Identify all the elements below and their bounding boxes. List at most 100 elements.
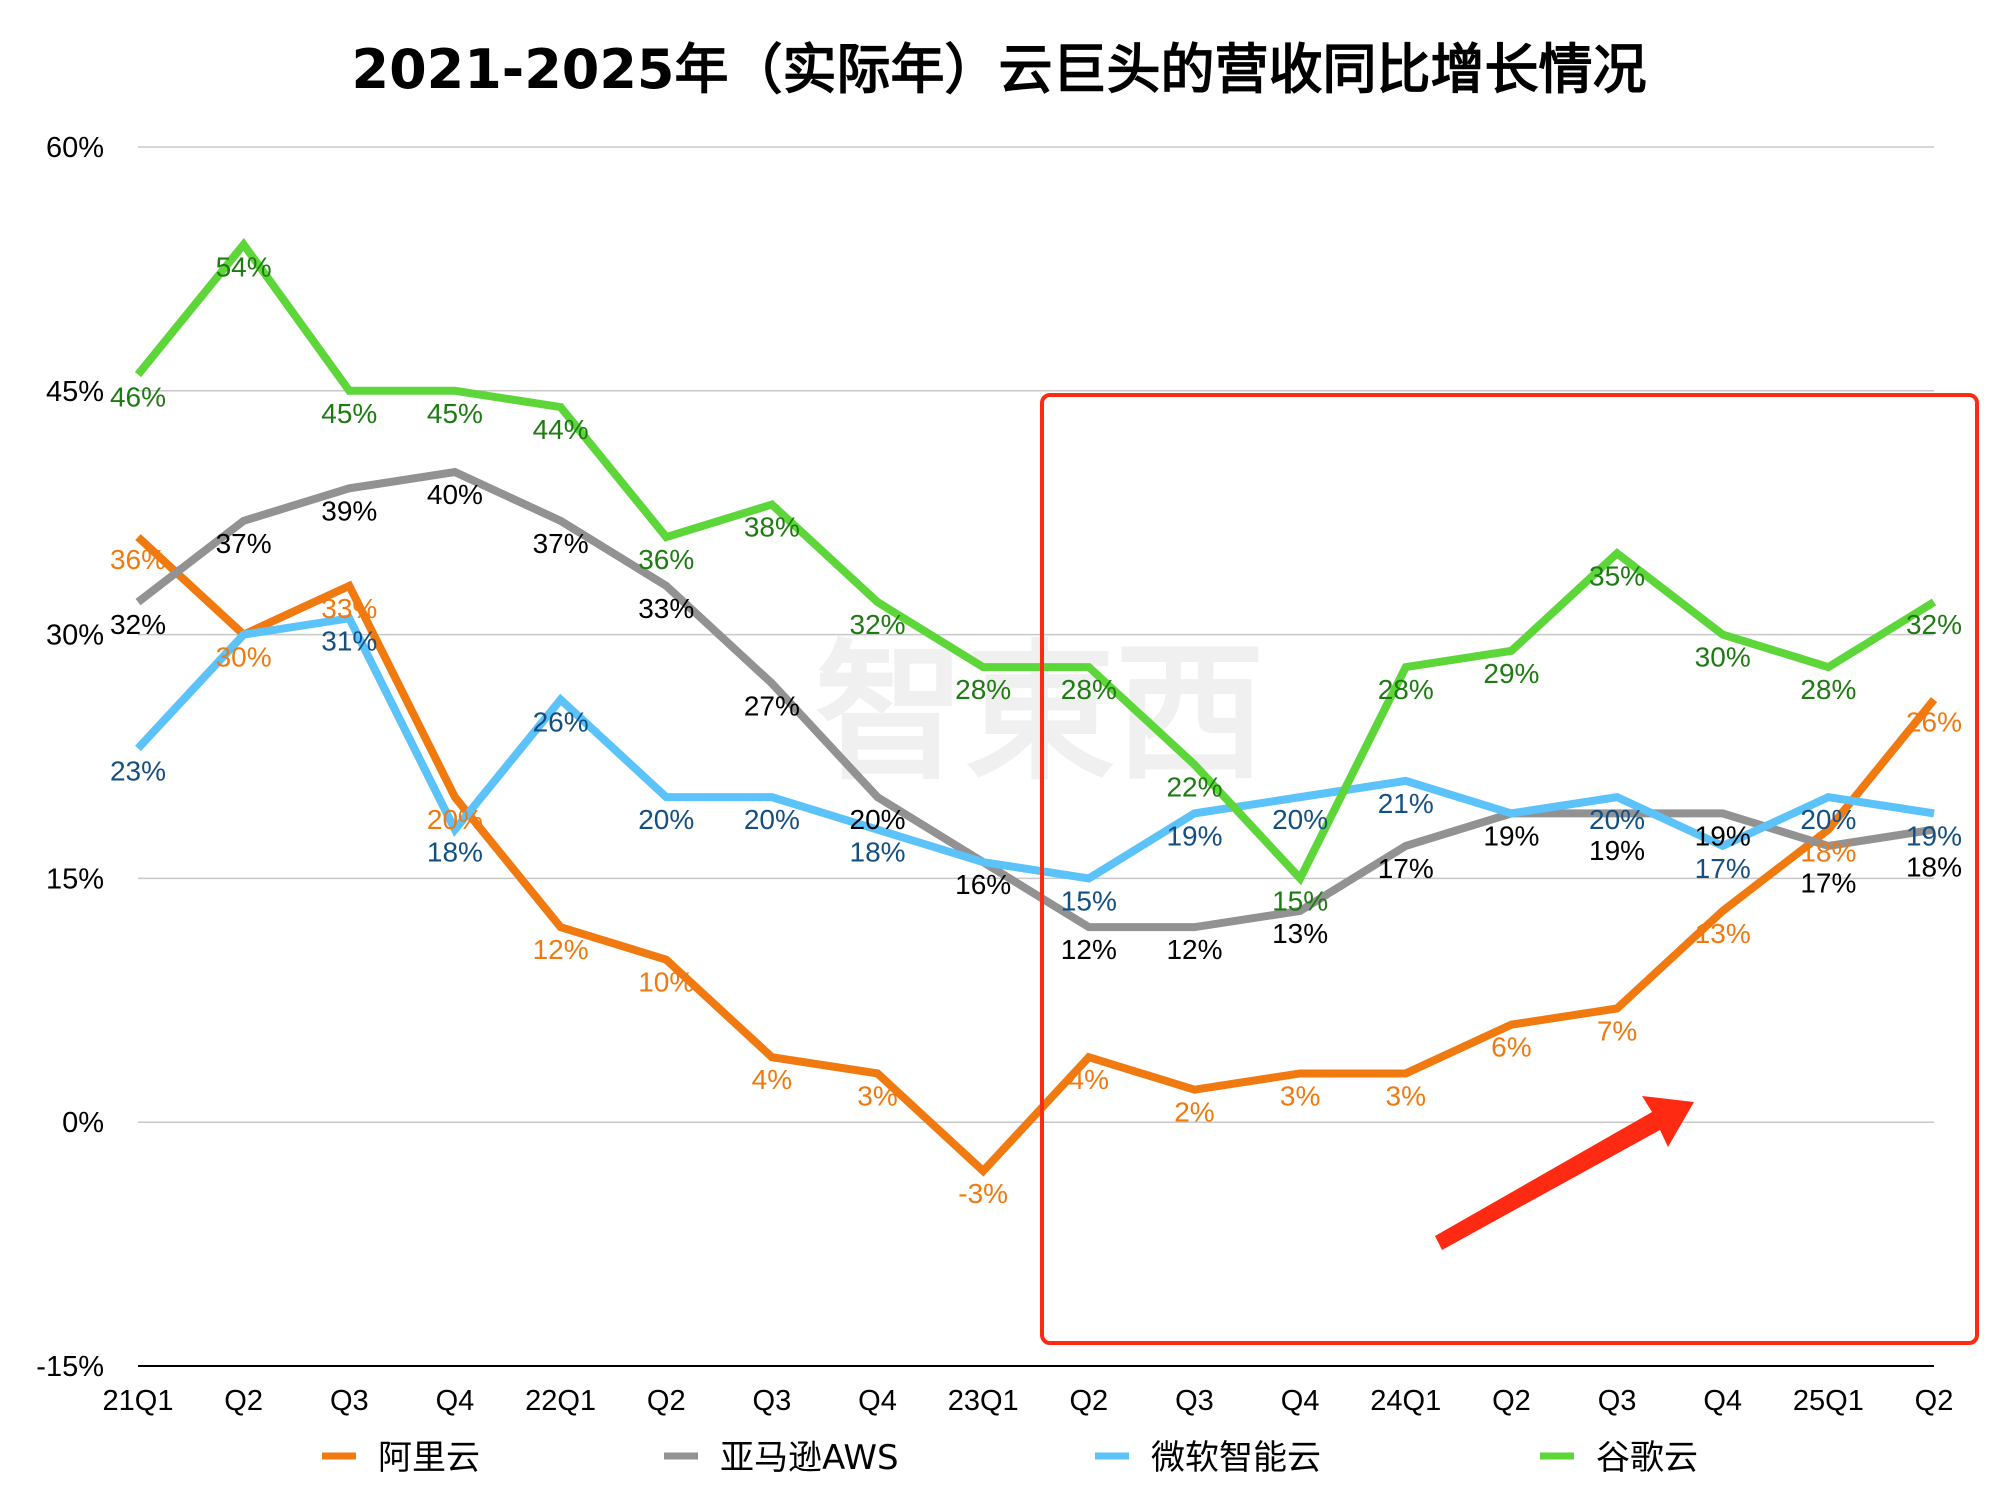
data-label: 30% [1695, 642, 1751, 673]
data-label: 6% [1491, 1032, 1531, 1063]
data-label: 23% [110, 755, 166, 786]
x-tick-label: Q4 [1281, 1385, 1320, 1417]
y-tick-label: 45% [46, 376, 104, 408]
data-label: 29% [1483, 658, 1539, 689]
data-label: 19% [1589, 835, 1645, 866]
x-tick-label: Q2 [1915, 1385, 1954, 1417]
data-label: 3% [1386, 1080, 1426, 1111]
data-label: 19% [1906, 820, 1962, 851]
data-label: 26% [533, 707, 589, 738]
data-label: 26% [1906, 707, 1962, 738]
x-tick-label: Q2 [1069, 1385, 1108, 1417]
x-tick-label: Q2 [647, 1385, 686, 1417]
series-line-亚马逊AWS [135, 467, 1935, 932]
x-axis-ticks: 21Q1 Q2 Q3 Q4 22Q1 Q2 Q3 Q4 23Q1 Q2 Q3 Q4 24Q1 Q2 Q3 Q4… [103, 1385, 1954, 1417]
data-label: 17% [1800, 868, 1856, 899]
data-label: 28% [1061, 674, 1117, 705]
y-axis-ticks: -15% 0% 15% 30% 45% 60% [36, 132, 104, 1383]
data-label: 40% [427, 479, 483, 510]
series-line-微软智能云 [135, 613, 1935, 883]
data-label: 12% [533, 934, 589, 965]
x-tick-label: Q4 [1703, 1385, 1742, 1417]
y-tick-label: 15% [46, 863, 104, 895]
legend-label: 微软智能云 [1151, 1438, 1321, 1478]
x-tick-label: Q4 [858, 1385, 897, 1417]
data-label: 28% [1378, 674, 1434, 705]
data-label: 20% [1589, 804, 1645, 835]
data-label: 30% [216, 642, 272, 673]
data-label: 39% [321, 495, 377, 526]
data-label: 17% [1378, 853, 1434, 884]
legend: 阿里云 亚马逊AWS 微软智能云 谷歌云 [322, 1438, 1698, 1478]
trend-arrow [1435, 1096, 1694, 1250]
data-label: 22% [1166, 772, 1222, 803]
x-tick-label: Q3 [330, 1385, 369, 1417]
data-label: 18% [1800, 837, 1856, 868]
series-lines [134, 237, 1938, 1177]
data-label: 27% [744, 690, 800, 721]
x-tick-label: 25Q1 [1793, 1385, 1864, 1417]
data-label: 18% [1906, 851, 1962, 882]
data-label: 46% [110, 382, 166, 413]
data-label: 12% [1061, 934, 1117, 965]
data-label: 44% [533, 414, 589, 445]
data-labels: 46%36%32%23%54%37%30%45%39%33%31%45%40%2… [110, 252, 1962, 1209]
data-label: 28% [955, 674, 1011, 705]
data-label: 7% [1597, 1015, 1637, 1046]
data-label: 20% [744, 804, 800, 835]
data-label: 36% [110, 544, 166, 575]
data-label: 38% [744, 512, 800, 543]
legend-label: 阿里云 [378, 1438, 480, 1478]
data-label: 17% [1695, 853, 1751, 884]
data-label: 18% [850, 837, 906, 868]
x-tick-label: Q3 [1175, 1385, 1214, 1417]
data-label: 32% [110, 609, 166, 640]
data-label: 2% [1174, 1097, 1214, 1128]
data-label: 4% [752, 1064, 792, 1095]
data-label: 21% [1378, 788, 1434, 819]
data-label: 37% [533, 528, 589, 559]
x-tick-label: Q3 [1598, 1385, 1637, 1417]
data-label: 20% [850, 804, 906, 835]
data-label: 35% [1589, 560, 1645, 591]
data-label: 4% [1069, 1064, 1109, 1095]
data-label: 18% [427, 837, 483, 868]
data-label: 13% [1272, 918, 1328, 949]
legend-label: 谷歌云 [1596, 1438, 1698, 1478]
x-tick-label: 23Q1 [948, 1385, 1019, 1417]
data-label: 16% [955, 869, 1011, 900]
x-tick-label: Q3 [753, 1385, 792, 1417]
data-label: 13% [1695, 918, 1751, 949]
y-tick-label: 60% [46, 132, 104, 164]
series-line-谷歌云 [134, 237, 1937, 886]
data-label: 3% [857, 1080, 897, 1111]
data-label: 33% [321, 593, 377, 624]
data-label: 37% [216, 528, 272, 559]
series-line-阿里云 [135, 534, 1938, 1177]
highlight-box [1040, 393, 1979, 1345]
data-label: 20% [1800, 804, 1856, 835]
data-label: 19% [1166, 820, 1222, 851]
legend-label: 亚马逊AWS [720, 1438, 899, 1478]
data-label: 19% [1483, 820, 1539, 851]
data-label: 20% [1272, 804, 1328, 835]
arrow-icon [1435, 1096, 1694, 1250]
x-tick-label: 22Q1 [525, 1385, 596, 1417]
data-label: 45% [321, 398, 377, 429]
data-label: 10% [638, 967, 694, 998]
data-label: 33% [638, 593, 694, 624]
data-label: 15% [1272, 885, 1328, 916]
data-label: 3% [1280, 1080, 1320, 1111]
data-label: 31% [321, 625, 377, 656]
x-tick-label: Q2 [224, 1385, 263, 1417]
x-tick-label: 21Q1 [103, 1385, 174, 1417]
data-label: 54% [216, 252, 272, 283]
data-label: -3% [958, 1178, 1008, 1209]
x-tick-label: Q2 [1492, 1385, 1531, 1417]
data-label: 15% [1061, 885, 1117, 916]
data-label: 12% [1166, 934, 1222, 965]
data-label: 19% [1695, 820, 1751, 851]
y-tick-label: 30% [46, 620, 104, 652]
data-label: 28% [1800, 674, 1856, 705]
